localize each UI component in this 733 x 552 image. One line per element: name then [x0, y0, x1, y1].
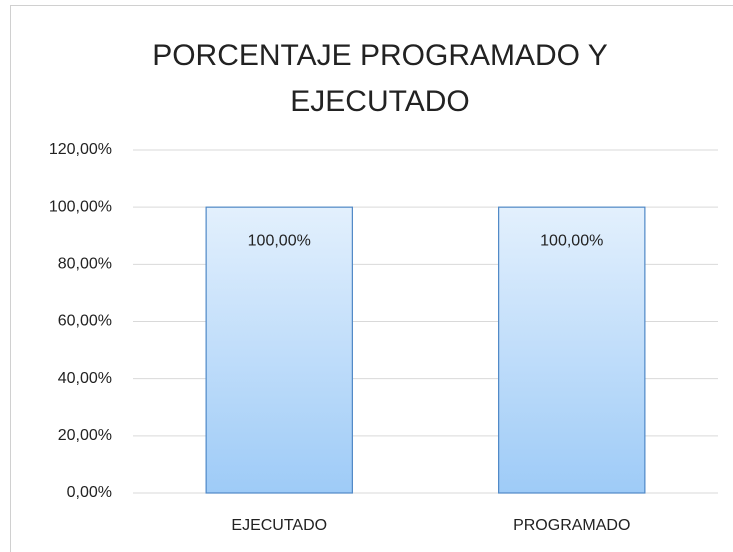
- y-tick-label: 20,00%: [58, 427, 112, 444]
- x-tick-label: EJECUTADO: [231, 517, 327, 534]
- bar: [205, 206, 353, 494]
- data-label: 100,00%: [248, 232, 311, 249]
- chart-border: [10, 5, 733, 552]
- y-tick-label: 0,00%: [67, 484, 112, 501]
- bar: [498, 206, 646, 494]
- y-tick-label: 60,00%: [58, 313, 112, 330]
- y-tick-label: 80,00%: [58, 256, 112, 273]
- y-tick-label: 100,00%: [49, 198, 112, 215]
- y-tick-label: 40,00%: [58, 370, 112, 387]
- y-tick-label: 120,00%: [49, 141, 112, 158]
- data-label: 100,00%: [540, 232, 603, 249]
- x-tick-label: PROGRAMADO: [513, 517, 630, 534]
- chart-title: PORCENTAJE PROGRAMADO Y EJECUTADO: [152, 39, 608, 118]
